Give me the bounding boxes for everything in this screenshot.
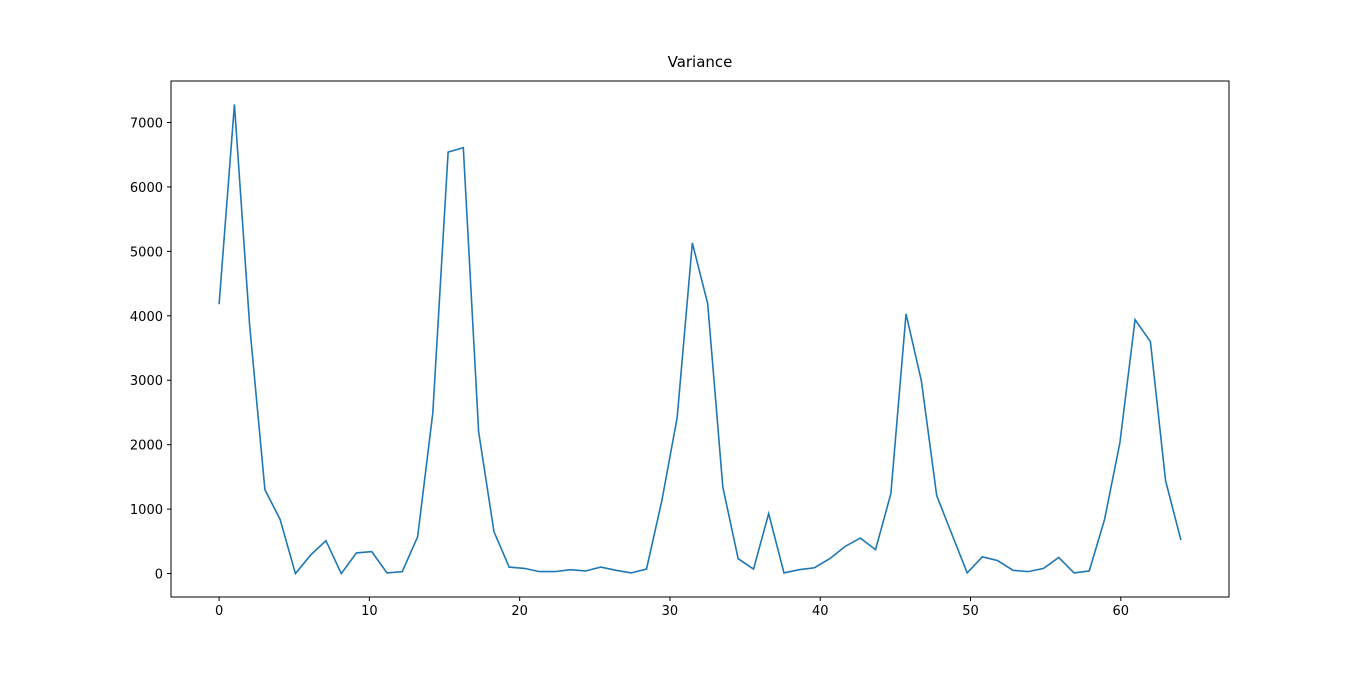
y-tick-label: 2000 bbox=[130, 439, 163, 454]
y-tick-label: 5000 bbox=[130, 245, 163, 260]
y-tick-label: 3000 bbox=[130, 374, 163, 389]
y-tick-label: 1000 bbox=[130, 503, 163, 518]
x-tick-label: 10 bbox=[361, 604, 378, 619]
x-tick-label: 40 bbox=[812, 604, 829, 619]
x-tick-label: 60 bbox=[1113, 604, 1130, 619]
chart-title: Variance bbox=[668, 53, 733, 71]
x-tick-label: 0 bbox=[215, 604, 223, 619]
line bbox=[218, 104, 1182, 576]
y-tick-label: 7000 bbox=[130, 116, 163, 131]
y-tick-label: 6000 bbox=[130, 181, 163, 196]
plot-frame bbox=[170, 80, 1230, 598]
y-tick-label: 0 bbox=[155, 568, 163, 583]
x-tick-label: 20 bbox=[511, 604, 528, 619]
y-tick-label: 4000 bbox=[130, 310, 163, 325]
x-tick-label: 50 bbox=[962, 604, 979, 619]
x-tick-label: 30 bbox=[662, 604, 679, 619]
